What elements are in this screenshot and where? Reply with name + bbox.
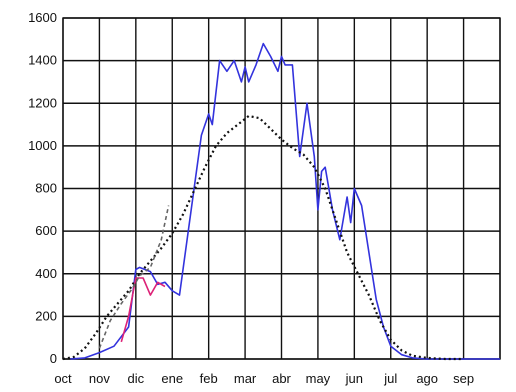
y-tick-label: 800 (35, 181, 57, 196)
y-tick-label: 1000 (28, 138, 57, 153)
series-line-4 (98, 205, 170, 349)
y-tick-label: 400 (35, 266, 57, 281)
x-tick-label: ene (161, 371, 183, 386)
x-tick-label: mar (234, 371, 257, 386)
plot-frame (62, 17, 501, 360)
x-tick-label: ago (416, 371, 438, 386)
x-tick-label: jul (383, 371, 397, 386)
series-line-2 (62, 114, 464, 361)
x-tick-label: nov (89, 371, 110, 386)
x-tick-label: oct (54, 371, 72, 386)
x-tick-label: may (306, 371, 331, 386)
x-tick-label: dic (128, 371, 145, 386)
series-line-3 (120, 277, 166, 343)
y-tick-label: 1600 (28, 10, 57, 25)
x-tick-label: abr (272, 371, 291, 386)
y-tick-label: 0 (50, 351, 57, 366)
x-tick-label: jun (345, 371, 363, 386)
x-tick-label: sep (453, 371, 474, 386)
series-line-1 (70, 42, 500, 360)
x-tick-label: feb (200, 371, 218, 386)
y-tick-label: 200 (35, 308, 57, 323)
y-tick-label: 1400 (28, 53, 57, 68)
y-tick-label: 1200 (28, 95, 57, 110)
y-tick-label: 600 (35, 223, 57, 238)
